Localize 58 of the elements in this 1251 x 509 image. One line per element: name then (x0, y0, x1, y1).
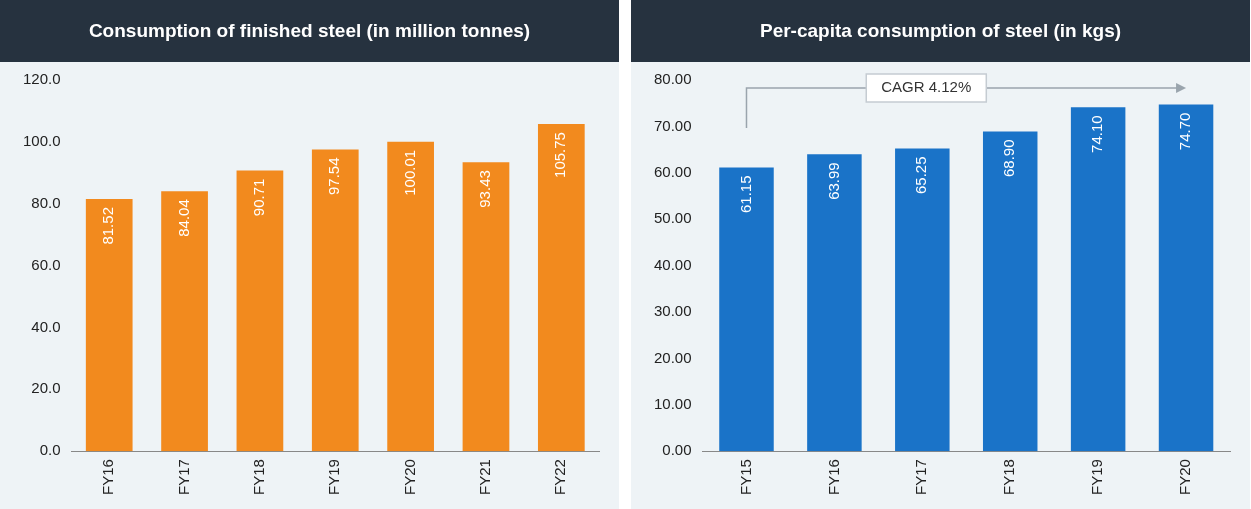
bar (161, 191, 208, 452)
y-tick-label: 10.00 (653, 394, 692, 412)
bar (462, 162, 510, 452)
data-label: 68.90 (1000, 139, 1018, 178)
y-tick-label: 40.0 (31, 317, 61, 335)
y-tick-label: 80.0 (31, 193, 61, 211)
y-tick-label: 70.00 (653, 116, 692, 134)
data-label: 63.99 (824, 162, 842, 200)
annotation: CAGR 4.12% (881, 78, 972, 96)
bar (236, 170, 284, 452)
x-tick-label: FY18 (1000, 459, 1018, 496)
x-tick-label: FY16 (99, 459, 117, 496)
y-tick-label: 20.00 (653, 348, 692, 366)
x-tick-label: FY22 (551, 459, 569, 496)
x-tick-label: FY20 (1176, 459, 1194, 496)
y-tick-label: 40.00 (653, 255, 692, 273)
bar (85, 199, 133, 452)
bar (719, 167, 774, 452)
bar (311, 149, 359, 452)
data-label: 100.01 (400, 149, 418, 196)
y-tick-label: 0.0 (39, 441, 61, 459)
bar (387, 141, 434, 452)
x-tick-label: FY17 (912, 459, 930, 496)
data-label: 74.10 (1088, 115, 1106, 153)
x-tick-label: FY16 (824, 459, 842, 496)
y-tick-label: 30.00 (653, 302, 692, 320)
y-tick-label: 60.00 (653, 162, 692, 180)
y-tick-label: 20.0 (31, 379, 61, 397)
data-label: 105.75 (551, 132, 569, 178)
x-tick-label: FY15 (736, 459, 754, 496)
x-tick-label: FY19 (1088, 459, 1106, 496)
chart-title: Consumption of finished steel (in million tonnes) (0, 0, 619, 62)
data-label: 81.52 (99, 207, 117, 245)
bar (1158, 104, 1214, 452)
y-tick-label: 0.00 (662, 441, 692, 459)
chart-title: Per-capita consumption of steel (in kgs) (631, 0, 1250, 62)
y-tick-label: 50.00 (653, 209, 692, 227)
y-tick-label: 60.0 (31, 255, 61, 273)
bar (982, 131, 1038, 452)
data-label: 84.04 (174, 199, 192, 237)
bar (807, 154, 862, 452)
bar (895, 148, 950, 452)
data-label: 93.43 (476, 170, 494, 208)
bar (1070, 107, 1126, 452)
y-tick-label: 100.0 (22, 132, 61, 149)
y-tick-label: 120.0 (22, 70, 61, 88)
data-label: 65.25 (912, 156, 930, 194)
x-tick-label: FY17 (174, 459, 192, 496)
x-tick-label: FY18 (250, 459, 268, 496)
data-label: 90.71 (250, 178, 268, 217)
data-label: 97.54 (325, 157, 343, 196)
x-tick-label: FY20 (400, 459, 418, 496)
data-label: 61.15 (736, 175, 754, 213)
x-tick-label: FY19 (325, 459, 343, 496)
data-label: 74.70 (1176, 112, 1194, 151)
x-tick-label: FY21 (476, 459, 494, 496)
bar (537, 124, 585, 452)
y-tick-label: 80.00 (653, 70, 692, 88)
